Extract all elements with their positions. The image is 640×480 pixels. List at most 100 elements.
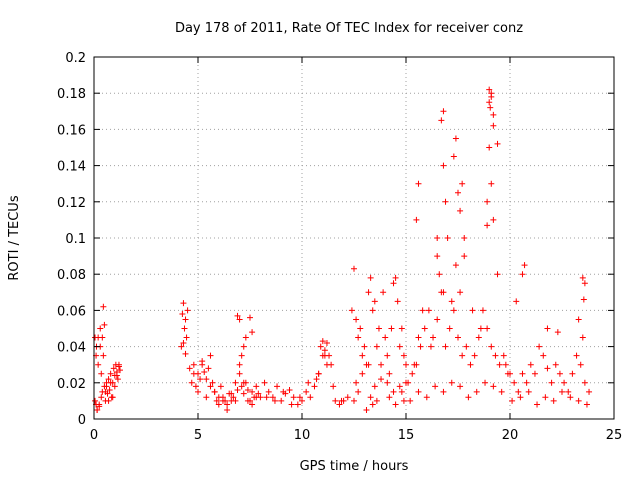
data-point: [253, 394, 260, 401]
data-point: [423, 394, 430, 401]
data-point: [419, 307, 426, 314]
data-point: [311, 383, 318, 390]
data-point: [105, 376, 112, 383]
data-point: [353, 316, 360, 323]
y-tick-label: 0.02: [57, 377, 86, 392]
data-point: [398, 388, 405, 395]
data-point: [398, 325, 405, 332]
data-point: [365, 289, 372, 296]
data-point: [323, 361, 330, 368]
data-point: [390, 388, 397, 395]
data-point: [455, 334, 461, 341]
data-point: [427, 343, 434, 350]
data-point: [552, 361, 559, 368]
data-point: [494, 271, 501, 278]
data-point: [190, 361, 197, 368]
data-point: [415, 180, 422, 187]
data-point: [207, 352, 214, 359]
data-point: [203, 376, 210, 383]
data-point: [180, 339, 187, 346]
data-point: [205, 365, 212, 372]
data-point: [484, 222, 491, 229]
data-point: [525, 388, 532, 395]
data-point: [181, 325, 188, 332]
data-point: [434, 316, 441, 323]
data-point: [440, 108, 447, 115]
data-point: [521, 262, 528, 269]
data-point: [490, 383, 497, 390]
data-point: [440, 388, 447, 395]
data-point: [296, 394, 303, 401]
data-point: [440, 289, 447, 296]
data-point: [488, 180, 495, 187]
data-point: [197, 376, 204, 383]
y-tick-label: 0.08: [57, 268, 86, 283]
data-point: [215, 401, 222, 408]
y-axis-ticks: 0 0.02 0.04 0.06 0.08 0.1 0.12 0.14 0.16 0.18 0.2: [57, 51, 614, 428]
data-point: [234, 387, 241, 394]
data-point: [109, 394, 116, 401]
data-point: [450, 307, 457, 314]
x-tick-label: 15: [398, 428, 415, 443]
data-point: [384, 379, 391, 386]
data-point: [290, 394, 297, 401]
data-point: [180, 300, 187, 307]
data-point: [106, 387, 113, 394]
data-point: [278, 397, 285, 404]
data-point: [484, 325, 491, 332]
data-point: [392, 401, 399, 408]
data-point: [280, 388, 287, 395]
x-axis-ticks: 0 5 10 15 20 25: [90, 57, 622, 443]
data-point: [326, 352, 333, 359]
data-point: [531, 370, 538, 377]
data-point: [500, 352, 507, 359]
data-point: [184, 307, 191, 314]
data-point: [286, 387, 293, 394]
data-point: [232, 379, 239, 386]
data-point: [357, 325, 364, 332]
data-point: [496, 361, 503, 368]
data-point: [230, 394, 237, 401]
y-tick-label: 0.04: [57, 341, 86, 356]
data-point: [207, 383, 214, 390]
data-point: [405, 379, 412, 386]
data-point: [344, 394, 351, 401]
data-point: [434, 235, 441, 241]
data-point: [330, 383, 337, 390]
data-point: [492, 352, 499, 359]
data-point: [527, 361, 534, 368]
data-point: [561, 379, 568, 386]
y-tick-label: 0: [78, 413, 86, 428]
data-point: [288, 401, 295, 408]
data-point: [580, 296, 587, 303]
data-point: [403, 361, 409, 368]
data-point: [92, 397, 99, 404]
data-point: [361, 343, 368, 350]
data-point: [261, 379, 268, 386]
data-point: [411, 361, 418, 368]
data-point: [228, 390, 235, 397]
data-point: [107, 370, 114, 377]
data-point: [513, 298, 520, 305]
data-point: [486, 86, 493, 93]
data-point: [586, 388, 593, 395]
x-tick-label: 25: [606, 428, 623, 443]
data-point: [244, 387, 251, 394]
data-point: [359, 370, 366, 377]
data-point: [269, 394, 276, 401]
data-point: [373, 343, 380, 350]
y-tick-label: 0.16: [57, 123, 86, 138]
data-point: [482, 379, 489, 386]
y-tick-label: 0.06: [57, 304, 86, 319]
data-point: [236, 316, 243, 323]
data-point: [452, 262, 459, 269]
data-point: [425, 307, 432, 314]
data-point: [448, 379, 455, 386]
data-point: [107, 379, 114, 386]
data-point: [455, 189, 461, 196]
data-point: [299, 397, 305, 404]
data-point: [255, 390, 262, 397]
y-tick-label: 0.12: [57, 196, 86, 211]
data-point: [430, 334, 437, 341]
data-point: [509, 397, 516, 404]
